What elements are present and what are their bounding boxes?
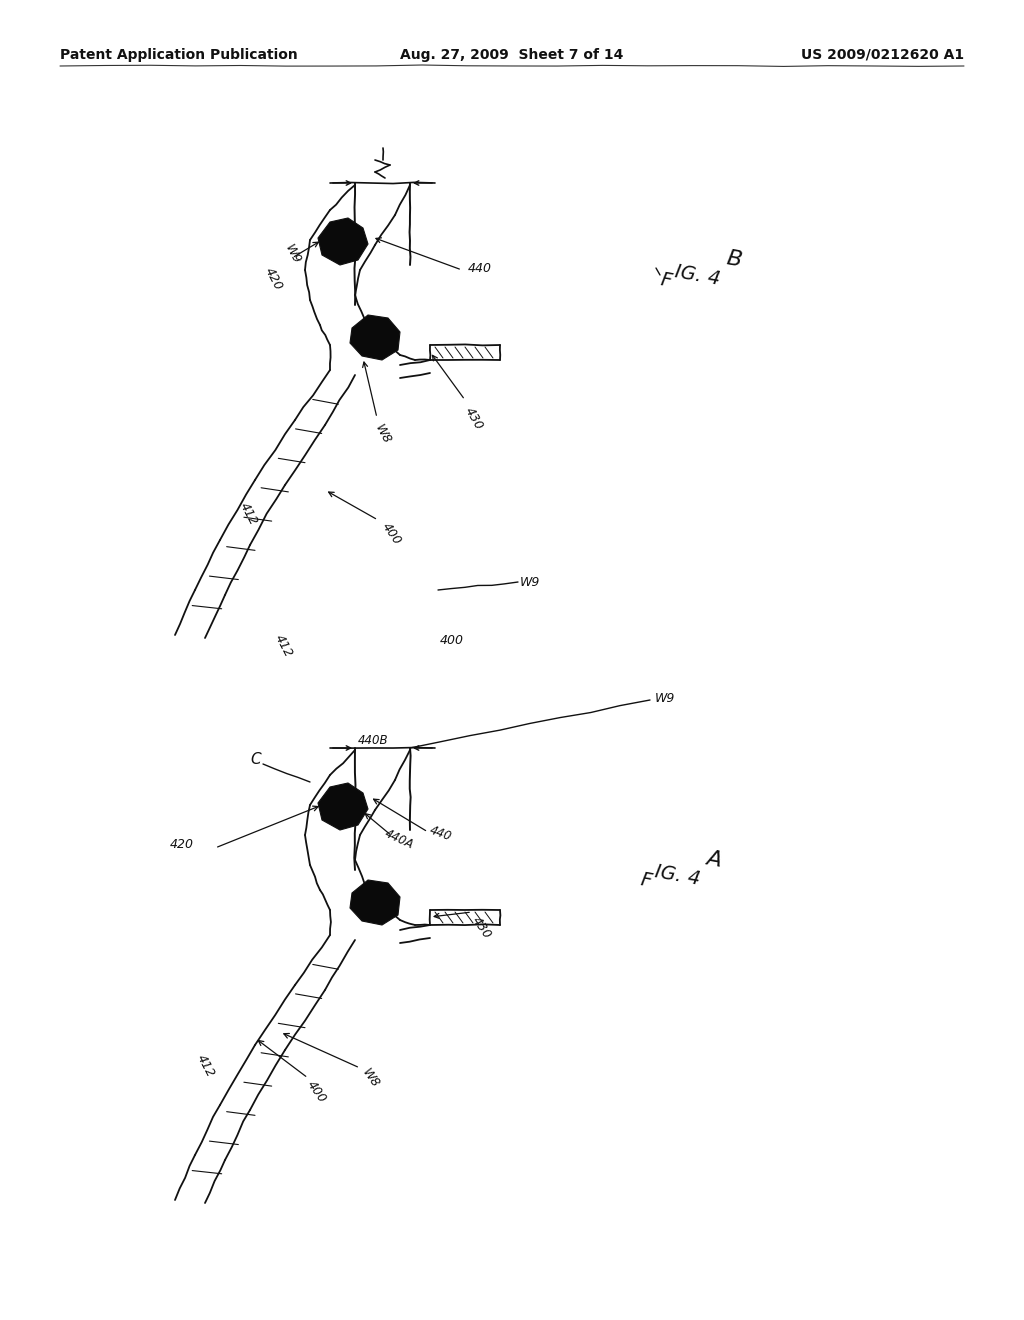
Text: F: F [638, 871, 652, 891]
Text: C: C [250, 752, 261, 767]
Text: W8: W8 [373, 422, 393, 446]
Polygon shape [318, 783, 368, 830]
Text: 400: 400 [305, 1078, 329, 1105]
Text: W9: W9 [283, 242, 303, 267]
Text: W8: W8 [359, 1067, 382, 1090]
Text: F: F [658, 271, 673, 292]
Polygon shape [318, 218, 368, 265]
Text: 440: 440 [468, 261, 492, 275]
Text: 430: 430 [463, 405, 485, 432]
Text: 440B: 440B [358, 734, 388, 747]
Text: Aug. 27, 2009  Sheet 7 of 14: Aug. 27, 2009 Sheet 7 of 14 [400, 48, 624, 62]
Polygon shape [350, 315, 400, 360]
Text: IG. 4: IG. 4 [653, 863, 701, 890]
Text: B: B [724, 248, 742, 271]
Text: 412: 412 [272, 632, 295, 659]
Text: 420: 420 [170, 838, 194, 851]
Text: US 2009/0212620 A1: US 2009/0212620 A1 [801, 48, 964, 62]
Text: 412: 412 [238, 500, 260, 527]
Text: 412: 412 [195, 1052, 217, 1080]
Text: IG. 4: IG. 4 [674, 263, 722, 289]
Text: 400: 400 [380, 520, 404, 548]
Text: W9: W9 [655, 692, 676, 705]
Text: 440: 440 [428, 824, 454, 843]
Polygon shape [350, 880, 400, 925]
Text: 440A: 440A [382, 828, 416, 851]
Text: A: A [705, 849, 723, 870]
Text: W9: W9 [520, 576, 541, 589]
Text: 420: 420 [262, 265, 285, 292]
Text: 400: 400 [440, 634, 464, 647]
Text: Patent Application Publication: Patent Application Publication [60, 48, 298, 62]
Text: 430: 430 [470, 915, 495, 941]
